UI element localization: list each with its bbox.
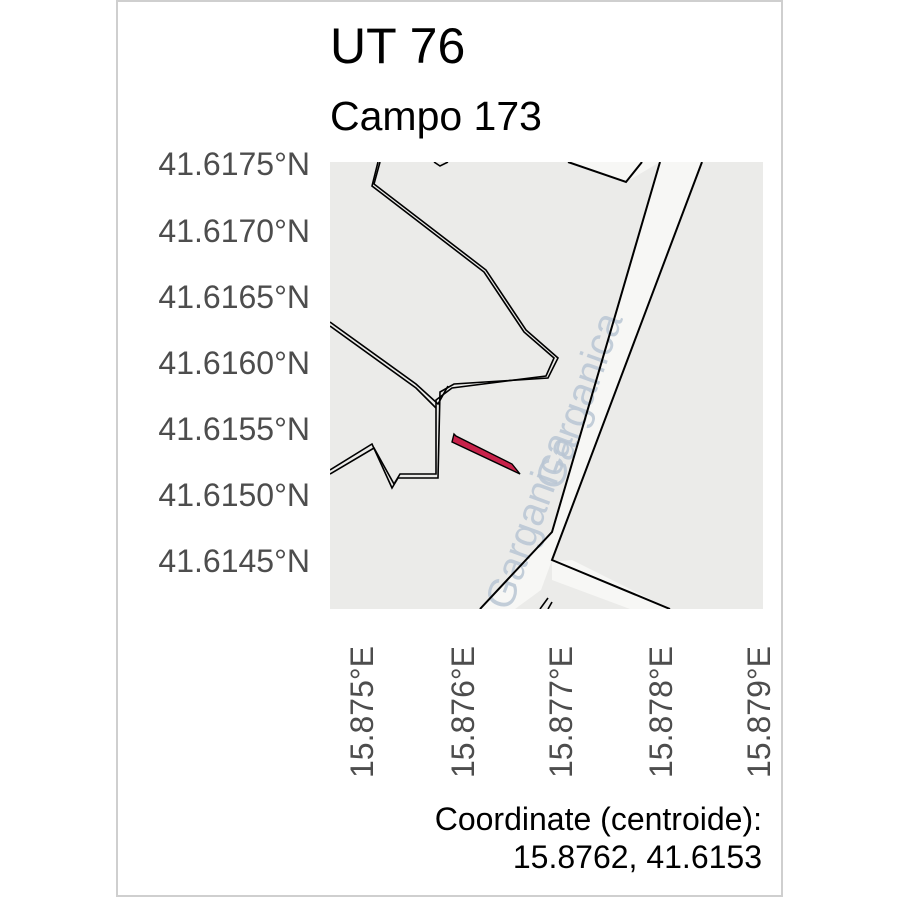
map-background — [330, 162, 763, 609]
parcel-highlight[interactable] — [451, 432, 521, 475]
centroid-caption-label: Coordinate (centroide): — [434, 801, 762, 837]
y-tick-label: 41.6150°N — [158, 477, 310, 513]
x-tick-label: 15.879°E — [741, 645, 777, 778]
y-tick-label: 41.6165°N — [158, 279, 310, 315]
parcel-boundaries — [330, 162, 559, 609]
y-tick-label: 41.6170°N — [158, 213, 310, 249]
y-tick-label: 41.6175°N — [158, 146, 310, 182]
x-tick-label: 15.876°E — [445, 645, 481, 778]
road-edge-left — [479, 162, 661, 609]
y-tick-label: 41.6145°N — [158, 543, 310, 579]
page-subtitle: Campo 173 — [330, 93, 542, 139]
centroid-coordinates: 15.8762, 41.6153 — [512, 839, 762, 875]
map-panel[interactable]: Garganica Garganica — [330, 162, 763, 609]
road-edge-right — [550, 162, 703, 609]
x-tick-label: 15.877°E — [543, 645, 579, 778]
y-tick-label: 41.6160°N — [158, 345, 310, 381]
page-title: UT 76 — [330, 18, 466, 74]
parcel-boundary — [567, 162, 643, 184]
y-tick-label: 41.6155°N — [158, 411, 310, 447]
x-tick-label: 15.875°E — [344, 645, 380, 778]
centroid-caption: Coordinate (centroide): 15.8762, 41.6153 — [435, 800, 762, 876]
map-canvas[interactable]: Garganica Garganica — [330, 162, 763, 609]
x-tick-label: 15.878°E — [643, 645, 679, 778]
road-garganica — [480, 162, 702, 609]
